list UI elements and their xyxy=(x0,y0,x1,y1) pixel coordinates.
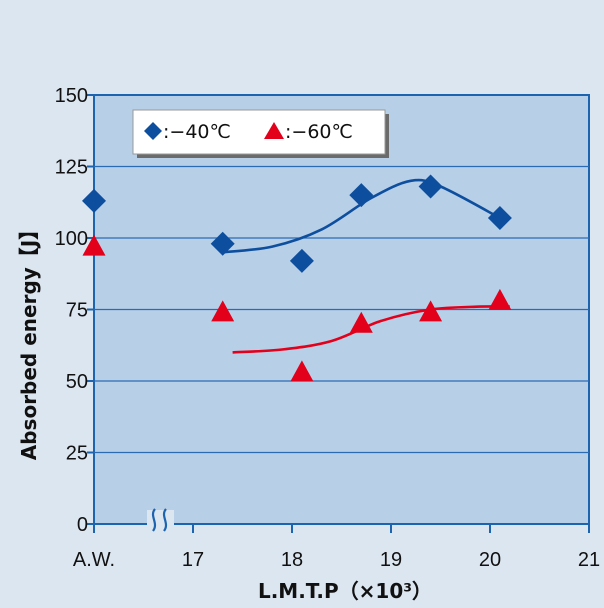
y-tick-label: 50 xyxy=(66,371,88,393)
y-tick-label: 100 xyxy=(55,228,88,250)
y-tick-label: 75 xyxy=(66,300,88,322)
legend-label-minus40: :−40℃ xyxy=(163,121,231,143)
data-markers xyxy=(82,174,512,382)
x-tick-label: A.W. xyxy=(73,549,115,571)
x-axis-title: L.M.T.P（×10³） xyxy=(258,579,432,603)
x-tick-label: 18 xyxy=(281,549,303,571)
data-point-diamond xyxy=(418,174,443,199)
data-point-triangle xyxy=(211,300,235,322)
legend-diamond-marker xyxy=(144,122,162,140)
trend-line-series-1 xyxy=(232,305,510,354)
data-point-triangle xyxy=(419,300,443,322)
data-point-triangle xyxy=(82,234,106,256)
x-tick-label: 20 xyxy=(479,549,501,571)
data-point-diamond xyxy=(82,188,106,213)
y-axis-title: Absorbed energy【J】 xyxy=(17,220,41,461)
legend: :−40℃ :−60℃ xyxy=(132,109,389,158)
gridlines xyxy=(94,165,589,454)
x-tick-label: 19 xyxy=(380,549,402,571)
data-point-triangle xyxy=(349,311,373,333)
y-tick-label: 0 xyxy=(77,514,88,536)
x-tick-label: 21 xyxy=(578,549,600,571)
axis-break-gap xyxy=(147,510,174,536)
y-tick-label: 25 xyxy=(66,443,88,465)
legend-box xyxy=(132,109,386,155)
y-tick-label: 125 xyxy=(55,157,88,179)
legend-triangle-marker xyxy=(264,122,284,139)
data-point-diamond xyxy=(289,248,314,273)
x-ticks: A.W. 17 18 19 20 21 xyxy=(73,524,600,571)
data-point-triangle xyxy=(290,360,314,382)
axis-break-mark-right xyxy=(162,508,168,532)
legend-label-minus60: :−60℃ xyxy=(285,121,353,143)
y-tick-label: 150 xyxy=(55,85,88,107)
data-point-triangle xyxy=(488,288,512,310)
x-tick-label: 17 xyxy=(182,549,204,571)
axis-break-mark-left xyxy=(151,508,157,532)
data-point-diamond xyxy=(210,231,235,256)
data-point-diamond xyxy=(487,205,512,230)
y-ticks: 0 25 50 75 100 125 150 xyxy=(55,85,94,536)
data-point-diamond xyxy=(349,183,374,208)
axis-break xyxy=(147,508,174,536)
